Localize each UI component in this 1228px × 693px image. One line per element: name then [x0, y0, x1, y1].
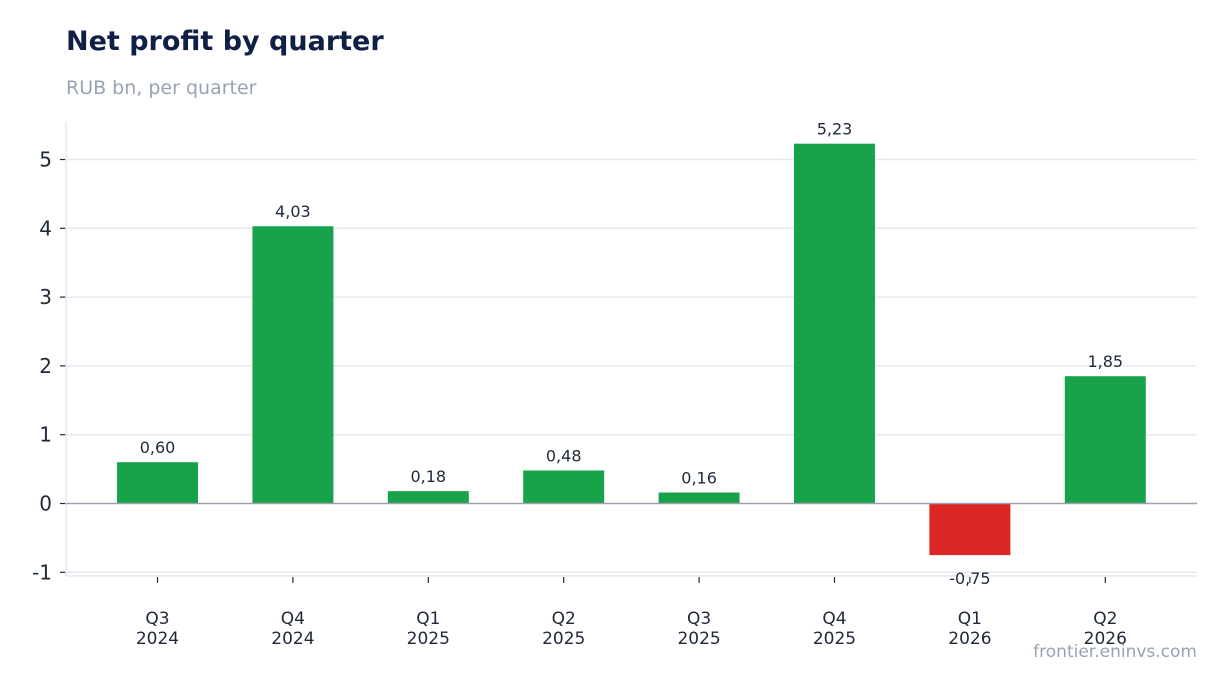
x-tick-label: Q1 [958, 609, 982, 629]
x-tick-label: Q2 [552, 609, 576, 629]
y-tick-label: 5 [39, 148, 52, 172]
x-tick-label: Q4 [281, 609, 305, 629]
data-label: 5,23 [817, 120, 853, 139]
x-tick-label: 2025 [542, 629, 585, 649]
bar-q4-2024 [252, 226, 334, 504]
x-tick-label: Q2 [1093, 609, 1117, 629]
x-tick-label: 2024 [271, 629, 314, 649]
y-tick-labels: -1 0 1 2 3 4 5 [32, 148, 52, 585]
x-tick-label: Q3 [145, 609, 169, 629]
bar-q3-2025 [658, 492, 740, 504]
x-tick-label: 2025 [813, 629, 856, 649]
axes [60, 122, 1197, 583]
y-tick-label: 1 [39, 423, 52, 447]
y-tick-label: 2 [39, 354, 52, 378]
data-label: 0,18 [410, 467, 446, 486]
x-tick-label: 2025 [407, 629, 450, 649]
data-label: 1,85 [1087, 352, 1123, 371]
bar-q4-2025 [794, 143, 875, 504]
x-tick-label: Q1 [416, 609, 440, 629]
y-tick-label: 0 [39, 492, 52, 516]
x-tick-label: 2026 [948, 629, 991, 649]
x-tick-label: 2025 [677, 629, 720, 649]
x-tick-label: Q3 [687, 609, 711, 629]
bar-q2-2025 [523, 470, 605, 504]
bar-q1-2025 [387, 491, 469, 504]
source-credit: frontier.eninvs.com [1033, 642, 1197, 662]
bar-q2-2026 [1064, 376, 1146, 504]
data-label: 0,48 [546, 446, 582, 465]
data-labels: 0,60 4,03 0,18 0,48 0,16 5,23 -0,75 1,85 [66, 120, 1197, 588]
data-label: -0,75 [949, 569, 990, 588]
grid-lines [66, 158, 1197, 574]
bar-q1-2026 [929, 503, 1011, 556]
x-tick-label: 2026 [1084, 629, 1127, 649]
y-tick-label: 3 [39, 285, 52, 309]
x-tick-labels: Q32024Q42024Q12025Q22025Q32025Q42025Q120… [136, 609, 1127, 649]
y-tick-label: 4 [39, 216, 52, 240]
bar-q3-2024 [117, 462, 198, 504]
data-label: 0,16 [681, 468, 717, 487]
data-label: 0,60 [140, 438, 176, 457]
bars [117, 143, 1146, 556]
y-tick-label: -1 [32, 560, 52, 584]
data-label: 4,03 [275, 202, 311, 221]
chart-subtitle: RUB bn, per quarter [66, 77, 257, 99]
chart-title: Net profit by quarter [66, 26, 384, 57]
x-tick-label: 2024 [136, 629, 179, 649]
x-tick-label: Q4 [822, 609, 846, 629]
